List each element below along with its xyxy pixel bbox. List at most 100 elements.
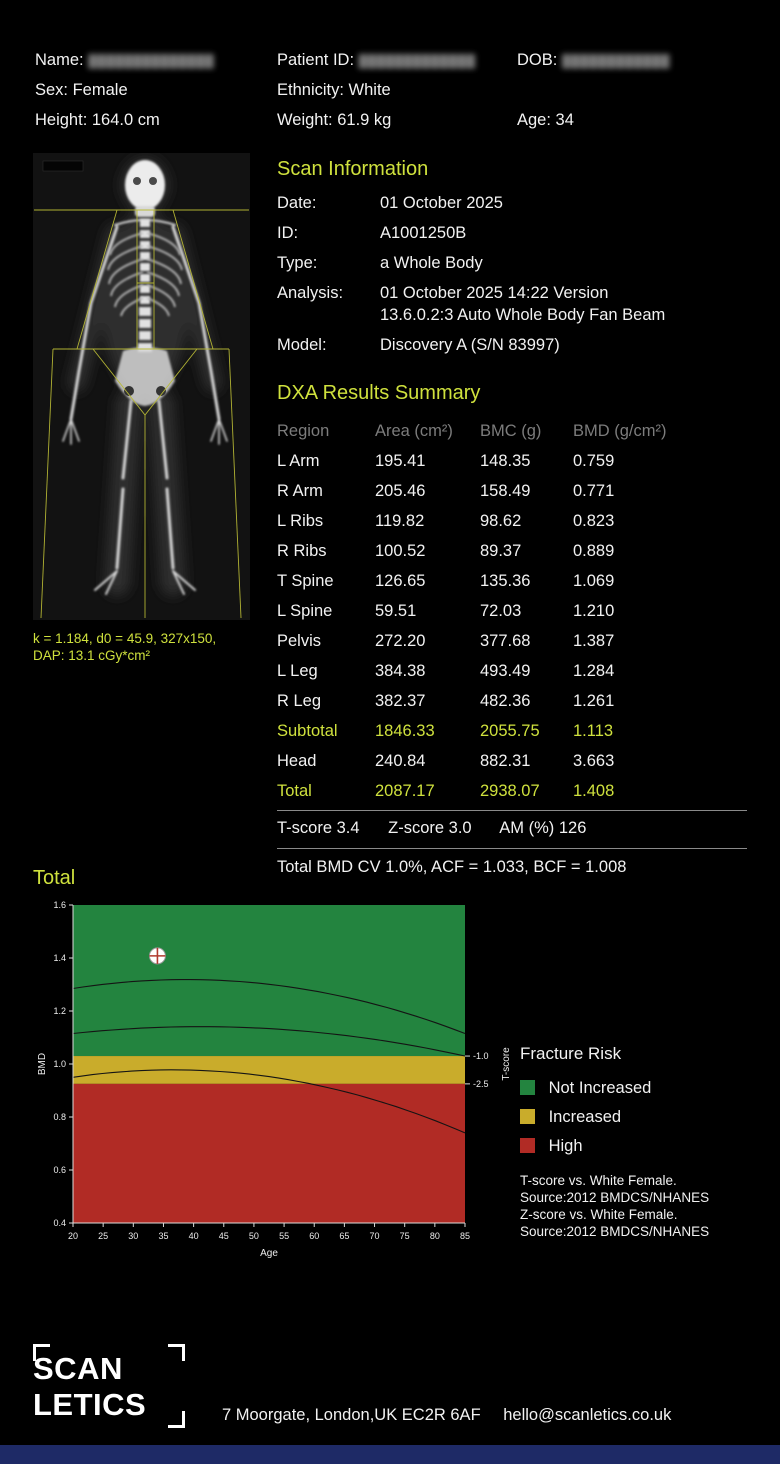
dxa-results-section: DXA Results Summary Region Area (cm²) BM… [277, 381, 747, 877]
legend-swatch [520, 1138, 535, 1153]
analysis-value: 01 October 2025 14:22 Version 13.6.0.2:3… [380, 284, 666, 324]
patient-id-value-redacted: █████████████ [358, 53, 476, 68]
table-row: Subtotal 1846.33 2055.75 1.113 [277, 716, 747, 746]
skull [125, 160, 165, 210]
bmd-age-chart: 1.6 1.4 1.2 1.0 0.8 0.6 0.4 20 25 30 35 40 45 50 55 60 6… [33, 899, 533, 1259]
scan-info-row-date: Date: 01 October 2025 [277, 192, 747, 222]
logo-bracket-bottom-right-icon [168, 1411, 185, 1428]
logo-line-1: SCAN [33, 1351, 123, 1386]
col-area: Area (cm²) [375, 422, 453, 440]
legend-swatch [520, 1109, 535, 1124]
cell-area: 384.38 [375, 662, 426, 680]
patient-weight: Weight: 61.9 kg [277, 111, 392, 129]
scan-info-row-model: Model: Discovery A (S/N 83997) [277, 334, 747, 364]
col-bmc: BMC (g) [480, 422, 542, 440]
patient-name-value-redacted: ██████████████ [88, 53, 215, 68]
scan-parameters-caption: k = 1.184, d0 = 45.9, 327x150, DAP: 13.1… [33, 630, 268, 664]
cell-bmd: 1.408 [573, 782, 615, 800]
footer-accent-bar [0, 1445, 780, 1464]
col-region: Region [277, 422, 330, 440]
svg-text:45: 45 [219, 1231, 229, 1241]
cell-bmd: 1.284 [573, 662, 615, 680]
cell-region: Total [277, 782, 312, 800]
patient-dob-value-redacted: ████████████ [561, 53, 670, 68]
svg-text:60: 60 [309, 1231, 319, 1241]
cell-area: 100.52 [375, 542, 426, 560]
cell-bmc: 148.35 [480, 452, 531, 470]
divider [277, 848, 747, 849]
svg-text:35: 35 [158, 1231, 168, 1241]
cell-area: 1846.33 [375, 722, 435, 740]
legend-entry: High [520, 1136, 772, 1165]
legend-label: Not Increased [548, 1079, 652, 1097]
svg-text:75: 75 [400, 1231, 410, 1241]
cell-bmc: 2055.75 [480, 722, 540, 740]
results-table-header: Region Area (cm²) BMC (g) BMD (g/cm²) [277, 416, 747, 446]
scanletics-logo: SCAN LETICS [33, 1342, 185, 1434]
patient-dob-field: DOB: ████████████ [517, 50, 670, 71]
roi-overlay [34, 209, 249, 619]
legend-swatch [520, 1080, 535, 1095]
cell-region: T Spine [277, 572, 334, 590]
type-label: Type: [277, 254, 318, 272]
svg-text:40: 40 [189, 1231, 199, 1241]
patient-ethnicity: Ethnicity: White [277, 81, 391, 99]
cell-area: 126.65 [375, 572, 426, 590]
date-label: Date: [277, 194, 317, 212]
patient-id-field: Patient ID: █████████████ [277, 50, 476, 71]
skeleton-scan-graphic [33, 153, 250, 620]
svg-text:25: 25 [98, 1231, 108, 1241]
cell-area: 240.84 [375, 752, 426, 770]
source-line: Z-score vs. White Female. [520, 1207, 678, 1222]
id-label: ID: [277, 224, 299, 242]
cell-region: L Arm [277, 452, 320, 470]
analysis-label: Analysis: [277, 284, 344, 302]
patient-name-field: Name: ██████████████ [35, 50, 214, 71]
score-source-text: T-score vs. White Female. Source:2012 BM… [520, 1172, 772, 1240]
id-value: A1001250B [380, 224, 467, 242]
dxa-results-heading: DXA Results Summary [277, 382, 481, 404]
source-line: T-score vs. White Female. [520, 1173, 677, 1188]
patient-id-label: Patient ID: [277, 51, 355, 69]
model-value: Discovery A (S/N 83997) [380, 336, 560, 354]
k-factor-line: k = 1.184, d0 = 45.9, 327x150, [33, 631, 217, 646]
cell-area: 59.51 [375, 602, 417, 620]
logo-bracket-top-right-icon [168, 1344, 185, 1361]
cell-area: 195.41 [375, 452, 426, 470]
type-value: a Whole Body [380, 254, 483, 272]
patient-height: Height: 164.0 cm [35, 111, 160, 129]
cell-region: L Ribs [277, 512, 324, 530]
fracture-risk-title: Fracture Risk [520, 1044, 622, 1063]
cell-region: Head [277, 752, 317, 770]
table-row: Head 240.84 882.31 3.663 [277, 746, 747, 776]
cell-bmd: 1.113 [573, 722, 614, 740]
legend-label: Increased [548, 1108, 622, 1126]
cell-bmc: 377.68 [480, 632, 531, 650]
legend-label: High [548, 1137, 583, 1155]
cell-bmc: 98.62 [480, 512, 522, 530]
cell-bmc: 135.36 [480, 572, 531, 590]
cell-bmd: 1.261 [573, 692, 615, 710]
patient-dob-label: DOB: [517, 51, 558, 69]
fracture-risk-entries: Not Increased Increased High [520, 1078, 772, 1165]
svg-text:20: 20 [68, 1231, 78, 1241]
svg-text:85: 85 [460, 1231, 470, 1241]
cell-bmd: 1.210 [573, 602, 615, 620]
svg-text:BMD: BMD [37, 1053, 48, 1075]
cell-bmc: 2938.07 [480, 782, 540, 800]
footer-email: hello@scanletics.co.uk [503, 1406, 672, 1424]
cell-bmd: 1.069 [573, 572, 615, 590]
table-row: Total 2087.17 2938.07 1.408 [277, 776, 747, 806]
source-line: Source:2012 BMDCS/NHANES [520, 1190, 710, 1205]
cell-region: L Spine [277, 602, 333, 620]
model-label: Model: [277, 336, 327, 354]
source-line: Source:2012 BMDCS/NHANES [520, 1224, 710, 1239]
legend-entry: Not Increased [520, 1078, 772, 1107]
table-row: R Leg 382.37 482.36 1.261 [277, 686, 747, 716]
cell-region: Subtotal [277, 722, 338, 740]
cell-bmc: 482.36 [480, 692, 531, 710]
cell-area: 272.20 [375, 632, 426, 650]
svg-text:T-score: T-score [501, 1047, 512, 1081]
cell-region: L Leg [277, 662, 318, 680]
